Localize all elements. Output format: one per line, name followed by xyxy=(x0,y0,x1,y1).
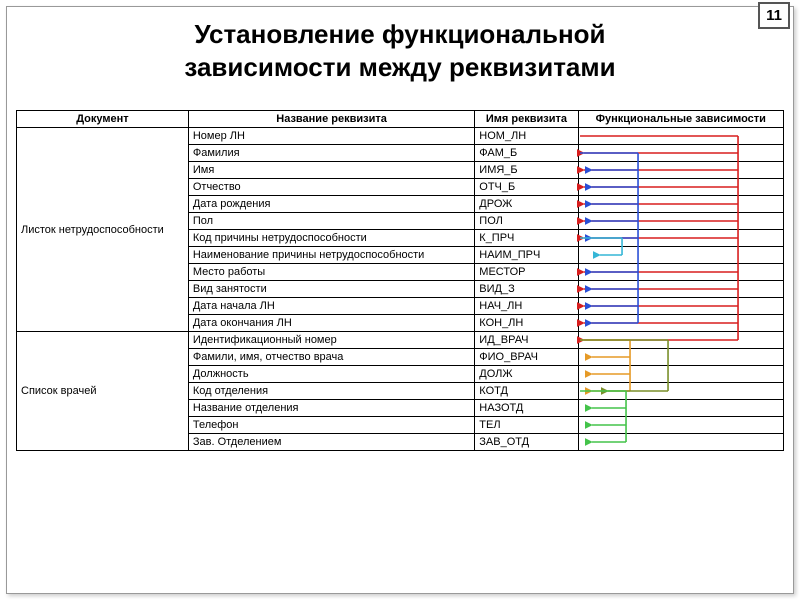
name-cell: Вид занятости xyxy=(188,281,474,298)
name-cell: Номер ЛН xyxy=(188,128,474,145)
name-cell: Код отделения xyxy=(188,383,474,400)
dep-cell xyxy=(578,315,783,332)
dep-cell xyxy=(578,213,783,230)
dep-cell xyxy=(578,400,783,417)
id-cell: НАИМ_ПРЧ xyxy=(475,247,578,264)
dep-cell xyxy=(578,349,783,366)
dep-cell xyxy=(578,383,783,400)
dep-cell xyxy=(578,162,783,179)
name-cell: Имя xyxy=(188,162,474,179)
table-row: Листок нетрудоспособностиНомер ЛННОМ_ЛН xyxy=(17,128,784,145)
id-cell: ФИО_ВРАЧ xyxy=(475,349,578,366)
header-row: Документ Название реквизита Имя реквизит… xyxy=(17,111,784,128)
id-cell: ВИД_З xyxy=(475,281,578,298)
name-cell: Фамилия xyxy=(188,145,474,162)
name-cell: Дата окончания ЛН xyxy=(188,315,474,332)
id-cell: КОТД xyxy=(475,383,578,400)
col-id: Имя реквизита xyxy=(475,111,578,128)
requisites-table: Документ Название реквизита Имя реквизит… xyxy=(16,110,784,451)
dep-cell xyxy=(578,332,783,349)
dep-cell xyxy=(578,264,783,281)
name-cell: Телефон xyxy=(188,417,474,434)
id-cell: ТЕЛ xyxy=(475,417,578,434)
col-dep: Функциональные зависимости xyxy=(578,111,783,128)
col-name: Название реквизита xyxy=(188,111,474,128)
name-cell: Идентификационный номер xyxy=(188,332,474,349)
name-cell: Место работы xyxy=(188,264,474,281)
slide-title: Установление функциональной зависимости … xyxy=(20,18,780,83)
name-cell: Пол xyxy=(188,213,474,230)
table-row: Список врачейИдентификационный номерИД_В… xyxy=(17,332,784,349)
title-line-1: Установление функциональной xyxy=(194,19,605,49)
page-number-badge: 11 xyxy=(758,2,790,29)
id-cell: НОМ_ЛН xyxy=(475,128,578,145)
table-wrap: Документ Название реквизита Имя реквизит… xyxy=(16,110,784,451)
id-cell: ДОЛЖ xyxy=(475,366,578,383)
name-cell: Должность xyxy=(188,366,474,383)
name-cell: Зав. Отделением xyxy=(188,434,474,451)
dep-cell xyxy=(578,434,783,451)
dep-cell xyxy=(578,247,783,264)
id-cell: К_ПРЧ xyxy=(475,230,578,247)
id-cell: ФАМ_Б xyxy=(475,145,578,162)
dep-cell xyxy=(578,298,783,315)
dep-cell xyxy=(578,281,783,298)
doc-cell: Листок нетрудоспособности xyxy=(17,128,189,332)
id-cell: НАЗОТД xyxy=(475,400,578,417)
id-cell: ПОЛ xyxy=(475,213,578,230)
id-cell: ДРОЖ xyxy=(475,196,578,213)
name-cell: Фамили, имя, отчество врача xyxy=(188,349,474,366)
title-line-2: зависимости между реквизитами xyxy=(184,52,615,82)
name-cell: Название отделения xyxy=(188,400,474,417)
id-cell: МЕСТОР xyxy=(475,264,578,281)
id-cell: НАЧ_ЛН xyxy=(475,298,578,315)
dep-cell xyxy=(578,230,783,247)
doc-cell: Список врачей xyxy=(17,332,189,451)
id-cell: ИМЯ_Б xyxy=(475,162,578,179)
dep-cell xyxy=(578,128,783,145)
name-cell: Дата рождения xyxy=(188,196,474,213)
name-cell: Наименование причины нетрудоспособности xyxy=(188,247,474,264)
id-cell: КОН_ЛН xyxy=(475,315,578,332)
dep-cell xyxy=(578,366,783,383)
name-cell: Дата начала ЛН xyxy=(188,298,474,315)
dep-cell xyxy=(578,179,783,196)
col-doc: Документ xyxy=(17,111,189,128)
id-cell: ЗАВ_ОТД xyxy=(475,434,578,451)
name-cell: Код причины нетрудоспособности xyxy=(188,230,474,247)
dep-cell xyxy=(578,196,783,213)
dep-cell xyxy=(578,417,783,434)
name-cell: Отчество xyxy=(188,179,474,196)
id-cell: ОТЧ_Б xyxy=(475,179,578,196)
id-cell: ИД_ВРАЧ xyxy=(475,332,578,349)
dep-cell xyxy=(578,145,783,162)
